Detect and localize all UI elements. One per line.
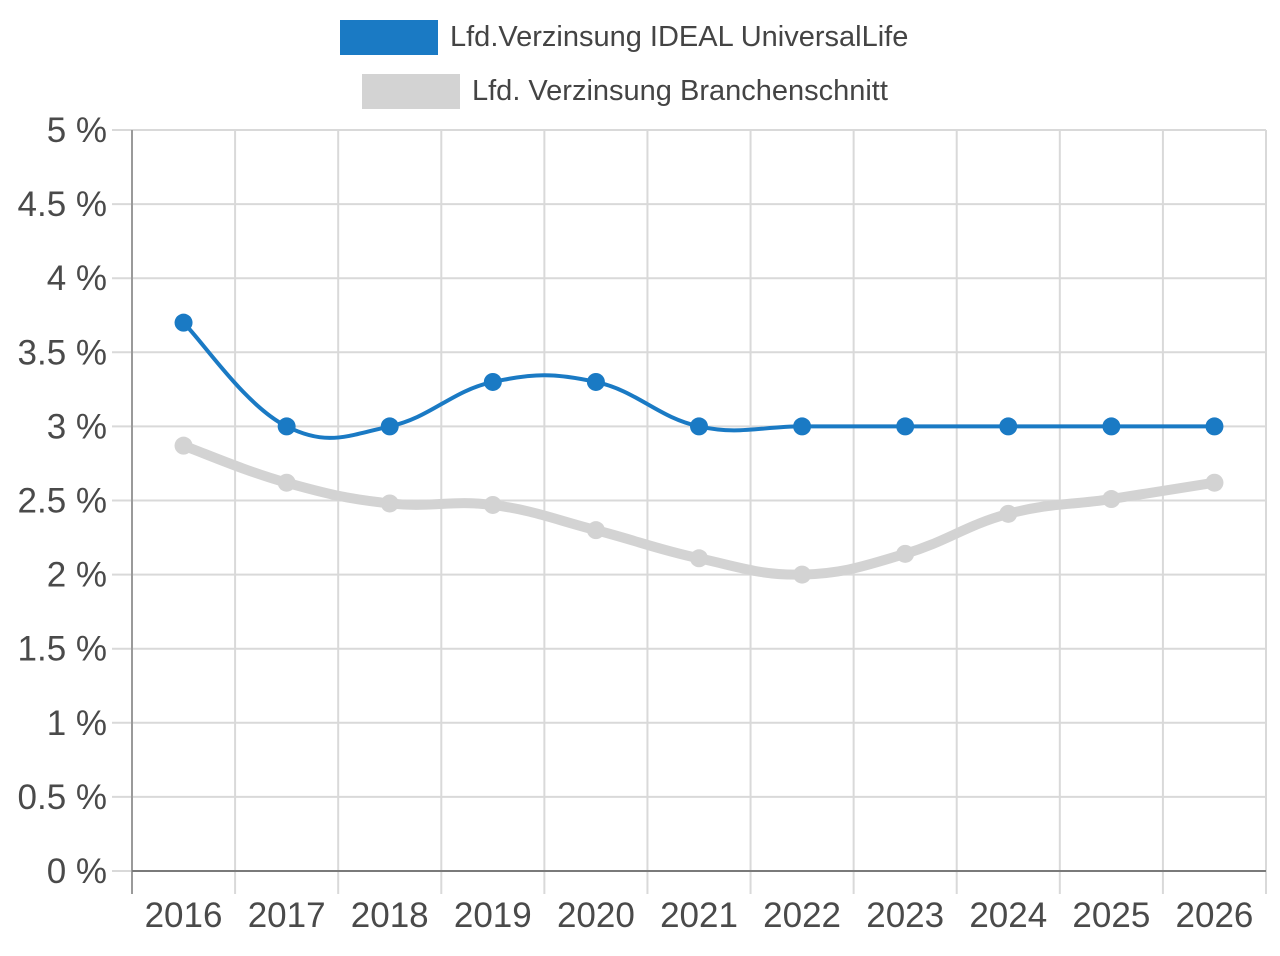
x-tick-label: 2021 (660, 896, 738, 935)
y-tick-label: 2 % (47, 556, 107, 595)
x-axis-labels: 2016 2017 2018 2019 2020 2021 2022 2023 2024 2025… (145, 896, 1254, 935)
data-point (483, 372, 502, 391)
y-tick-label: 0 % (47, 852, 107, 891)
data-point (793, 565, 812, 584)
data-point (896, 417, 915, 436)
x-tick-label: 2026 (1176, 896, 1254, 935)
y-tick-label: 4 % (47, 259, 107, 298)
y-axis-labels: 0 % 0.5 % 1 % 1.5 % 2 % 2.5 % 3 % 3.5 % 4 % 4.5 %… (18, 111, 108, 891)
y-tick-label: 3.5 % (18, 333, 108, 372)
y-tick-label: 2.5 % (18, 482, 108, 521)
x-tick-label: 2022 (763, 896, 841, 935)
legend-swatch-branchenschnitt (362, 74, 460, 109)
data-point (793, 417, 812, 436)
x-tick-label: 2020 (557, 896, 635, 935)
data-point (174, 313, 193, 332)
y-tick-label: 0.5 % (18, 778, 108, 817)
legend-item-branchenschnitt[interactable]: Lfd. Verzinsung Branchenschnitt (362, 74, 888, 109)
legend-swatch-ideal (340, 20, 438, 55)
data-point (896, 544, 915, 563)
data-point (999, 417, 1018, 436)
data-point (1205, 417, 1224, 436)
data-point (999, 504, 1018, 523)
y-tick-label: 4.5 % (18, 185, 108, 224)
grid (112, 129, 1267, 894)
x-tick-label: 2025 (1072, 896, 1150, 935)
legend-label-ideal: Lfd.Verzinsung IDEAL UniversalLife (450, 21, 909, 53)
data-point (380, 417, 399, 436)
y-tick-label: 3 % (47, 407, 107, 446)
data-point (1205, 473, 1224, 492)
legend-item-ideal[interactable]: Lfd.Verzinsung IDEAL UniversalLife (340, 20, 908, 55)
x-tick-label: 2023 (866, 896, 944, 935)
x-tick-label: 2017 (248, 896, 326, 935)
data-point (1102, 490, 1121, 509)
data-point (380, 494, 399, 513)
x-tick-label: 2018 (351, 896, 429, 935)
data-point (174, 436, 193, 455)
series-ideal (174, 313, 1224, 440)
series-branchenschnitt (174, 436, 1224, 584)
legend-label-branchenschnitt: Lfd. Verzinsung Branchenschnitt (472, 75, 888, 107)
data-point (1102, 417, 1121, 436)
data-point (586, 521, 605, 540)
data-point (277, 417, 296, 436)
x-tick-label: 2024 (969, 896, 1047, 935)
data-point (690, 417, 708, 436)
data-point (277, 473, 296, 492)
data-point (483, 495, 502, 514)
x-tick-label: 2016 (145, 896, 223, 935)
y-tick-label: 1.5 % (18, 630, 108, 669)
data-point (586, 372, 605, 391)
data-point (690, 549, 708, 568)
y-tick-label: 5 % (47, 111, 107, 150)
y-tick-label: 1 % (47, 704, 107, 743)
x-tick-label: 2019 (454, 896, 532, 935)
axes (131, 130, 1266, 894)
series-layer (174, 313, 1224, 584)
